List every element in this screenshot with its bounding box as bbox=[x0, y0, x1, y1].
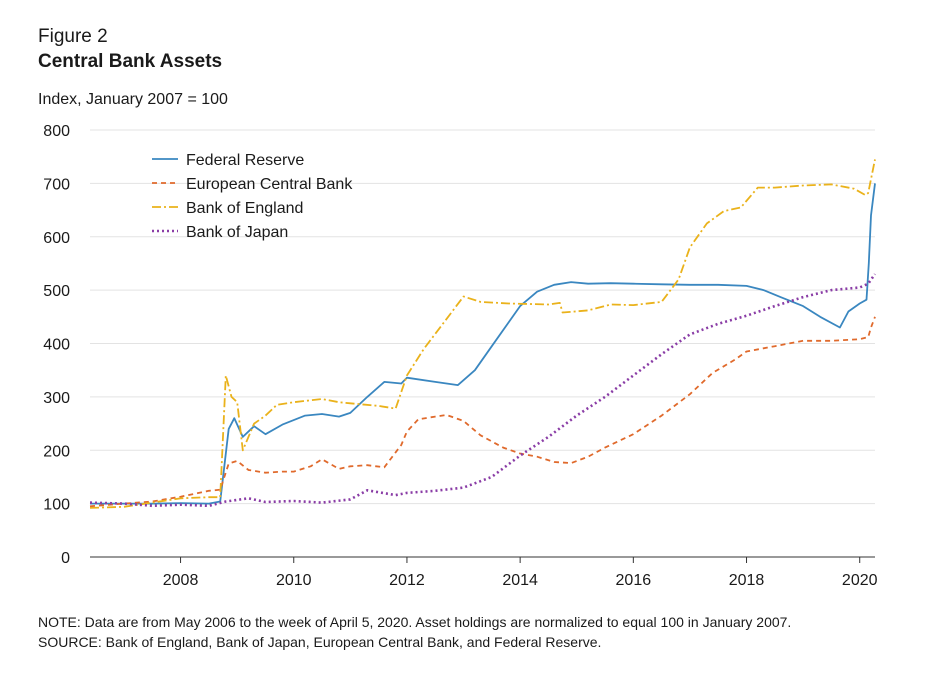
y-tick-label: 200 bbox=[43, 443, 70, 460]
legend-label: Bank of Japan bbox=[186, 224, 288, 241]
source-text: SOURCE: Bank of England, Bank of Japan, … bbox=[38, 634, 602, 650]
legend-label: Federal Reserve bbox=[186, 152, 304, 169]
x-tick-label: 2014 bbox=[502, 572, 538, 589]
y-tick-label: 0 bbox=[61, 550, 70, 567]
y-tick-label: 600 bbox=[43, 230, 70, 247]
legend-label: European Central Bank bbox=[186, 176, 353, 193]
legend-label: Bank of England bbox=[186, 200, 303, 217]
y-tick-label: 400 bbox=[43, 337, 70, 354]
y-axis-label: Index, January 2007 = 100 bbox=[38, 91, 228, 108]
series-line-european-central-bank bbox=[89, 316, 876, 508]
y-tick-label: 700 bbox=[43, 176, 70, 193]
series-line-bank-of-england bbox=[89, 159, 876, 509]
x-tick-label: 2018 bbox=[729, 572, 765, 589]
chart-title: Central Bank Assets bbox=[38, 51, 223, 72]
x-tick-label: 2010 bbox=[276, 572, 312, 589]
footnotes: NOTE: Data are from May 2006 to the week… bbox=[38, 612, 791, 652]
series-line-bank-of-japan bbox=[89, 273, 877, 508]
y-tick-label: 800 bbox=[43, 123, 70, 140]
central-bank-assets-chart: 0 100 200 300 400 500 600 700 800 2008 2010 2012 201… bbox=[43, 123, 878, 589]
figure-label: Figure 2 bbox=[38, 26, 108, 47]
y-tick-label: 300 bbox=[43, 390, 70, 407]
y-tick-label: 500 bbox=[43, 283, 70, 300]
x-tick-label: 2008 bbox=[163, 572, 199, 589]
note-text: NOTE: Data are from May 2006 to the week… bbox=[38, 614, 792, 630]
x-tick-label: 2016 bbox=[616, 572, 652, 589]
y-tick-label: 100 bbox=[43, 497, 70, 514]
x-tick-label: 2020 bbox=[842, 572, 878, 589]
x-tick-label: 2012 bbox=[389, 572, 425, 589]
